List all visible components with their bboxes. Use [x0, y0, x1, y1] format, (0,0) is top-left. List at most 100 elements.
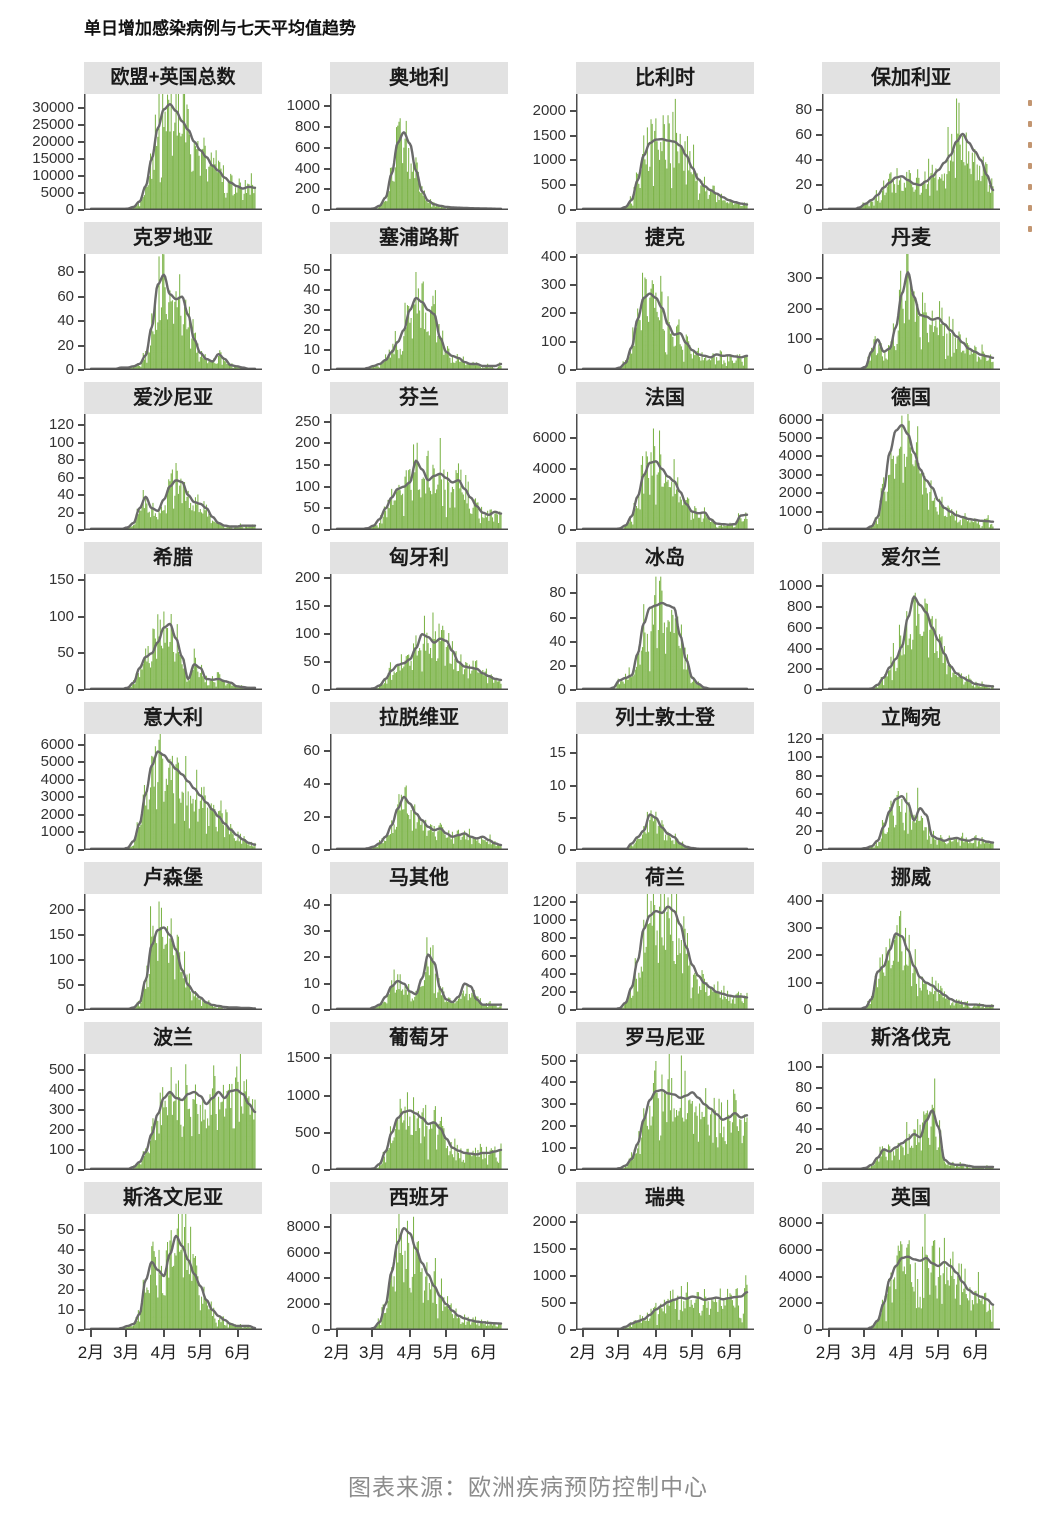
- y-tick-mark: [570, 284, 576, 287]
- y-tick-mark: [324, 105, 330, 108]
- y-tick-label: 800: [786, 598, 812, 616]
- y-tick-mark: [324, 815, 330, 818]
- facet-chart: [576, 1054, 754, 1170]
- y-tick-mark: [324, 188, 330, 191]
- y-tick-label: 2000: [532, 1213, 566, 1231]
- y-tick-label: 50: [57, 976, 74, 993]
- y-tick-mark: [78, 157, 84, 160]
- axis-lines: [330, 734, 508, 850]
- daily-cases-bars: [109, 94, 256, 210]
- axis-lines: [84, 574, 262, 690]
- y-tick-label: 30000: [32, 98, 74, 116]
- y-tick-mark: [324, 1277, 330, 1280]
- seven-day-average-line: [89, 479, 257, 530]
- y-tick-mark: [816, 737, 822, 740]
- y-tick-label: 150: [294, 597, 320, 615]
- y-tick-mark: [78, 1169, 84, 1171]
- seven-day-average-line: [335, 131, 503, 210]
- facet-chart: [576, 894, 754, 1010]
- axis-lines: [84, 254, 262, 370]
- y-axis: 0 500 1000 1500 2000: [512, 94, 576, 217]
- x-tick-mark: [445, 1330, 448, 1337]
- facet-panel-17: 0 20 40 60 拉脱维亚: [266, 702, 512, 862]
- axis-lines: [84, 94, 262, 210]
- y-tick-label: 400: [48, 1081, 74, 1098]
- seven-day-average-line: [89, 926, 257, 1010]
- y-tick-mark: [816, 849, 822, 851]
- y-tick-mark: [324, 420, 330, 423]
- facet-chart: [330, 894, 508, 1010]
- y-tick-label: 40: [795, 151, 812, 169]
- facet-chart: [822, 734, 1000, 850]
- y-tick-mark: [816, 647, 822, 650]
- y-tick-mark: [570, 784, 576, 787]
- y-tick-mark: [570, 816, 576, 819]
- edge-artifact-mark: [1028, 142, 1032, 148]
- y-tick-label: 60: [57, 468, 74, 486]
- facet-chart: [822, 1214, 1000, 1330]
- y-tick-label: 20: [303, 948, 320, 966]
- axis-lines: [84, 414, 262, 530]
- y-tick-label: 120: [48, 416, 74, 434]
- daily-cases-bars: [368, 937, 502, 1010]
- edge-artifact-mark: [1028, 100, 1032, 106]
- y-tick-mark: [78, 511, 84, 514]
- y-tick-label: 100: [786, 748, 812, 766]
- x-tick-label: 5月: [433, 1343, 460, 1362]
- x-tick-mark: [691, 1330, 694, 1337]
- x-tick-mark: [582, 1330, 584, 1337]
- daily-cases-bars: [361, 272, 502, 370]
- y-axis: 0 10 20 30 40 50: [266, 254, 330, 377]
- facet-panel-24: 0 100 200 300 400 500 波兰: [20, 1022, 266, 1182]
- seven-day-average-line: [827, 423, 995, 530]
- y-tick-label: 80: [795, 101, 812, 119]
- y-tick-mark: [324, 369, 330, 371]
- y-axis: 0 20 40 60 80 100: [758, 1054, 822, 1177]
- axis-lines: [330, 414, 508, 530]
- facet-title: 法国: [576, 382, 754, 414]
- axis-lines: [84, 1214, 262, 1330]
- seven-day-average-line: [827, 1109, 995, 1170]
- y-tick-label: 80: [57, 263, 74, 281]
- y-tick-mark: [570, 592, 576, 595]
- x-tick-mark: [408, 1330, 411, 1337]
- facet-chart: [576, 254, 754, 370]
- x-tick-label: 4月: [396, 1343, 424, 1362]
- y-tick-mark: [816, 1148, 822, 1151]
- x-tick-mark: [236, 1330, 239, 1337]
- y-tick-label: 200: [540, 304, 566, 322]
- y-axis: 0 5 10 15: [512, 734, 576, 857]
- y-tick-label: 200: [786, 660, 812, 678]
- axis-lines: [822, 574, 1000, 690]
- facet-panel-25: 0 500 1000 1500 葡萄牙: [266, 1022, 512, 1182]
- x-tick-label: 3月: [604, 1343, 632, 1362]
- axis-lines: [84, 1054, 262, 1170]
- y-tick-mark: [78, 849, 84, 851]
- y-tick-label: 1000: [40, 823, 74, 841]
- y-tick-label: 20: [57, 503, 74, 521]
- y-tick-label: 800: [540, 929, 566, 947]
- y-tick-mark: [324, 349, 330, 351]
- y-axis: 0 20 40 60 80: [512, 574, 576, 697]
- y-axis: 0 200 400 600 800 1000 1200: [512, 894, 576, 1017]
- y-tick-label: 1500: [532, 126, 566, 144]
- y-tick-mark: [816, 1329, 822, 1331]
- seven-day-average-line: [581, 460, 749, 530]
- y-tick-label: 4000: [532, 459, 566, 477]
- y-tick-label: 400: [294, 159, 320, 177]
- facet-title: 匈牙利: [330, 542, 508, 574]
- y-tick-mark: [324, 1225, 330, 1228]
- seven-day-average-line: [827, 794, 995, 850]
- y-tick-mark: [78, 140, 84, 143]
- facet-title: 列士敦士登: [576, 702, 754, 734]
- axis-lines: [822, 734, 1000, 850]
- y-tick-mark: [78, 1309, 84, 1311]
- y-tick-label: 150: [48, 926, 74, 943]
- facet-title: 保加利亚: [822, 62, 1000, 94]
- y-tick-mark: [324, 1303, 330, 1306]
- y-tick-mark: [324, 903, 330, 906]
- y-tick-mark: [816, 1249, 822, 1251]
- seven-day-average-line: [89, 273, 257, 370]
- axis-lines: [822, 94, 1000, 210]
- y-tick-mark: [78, 796, 84, 799]
